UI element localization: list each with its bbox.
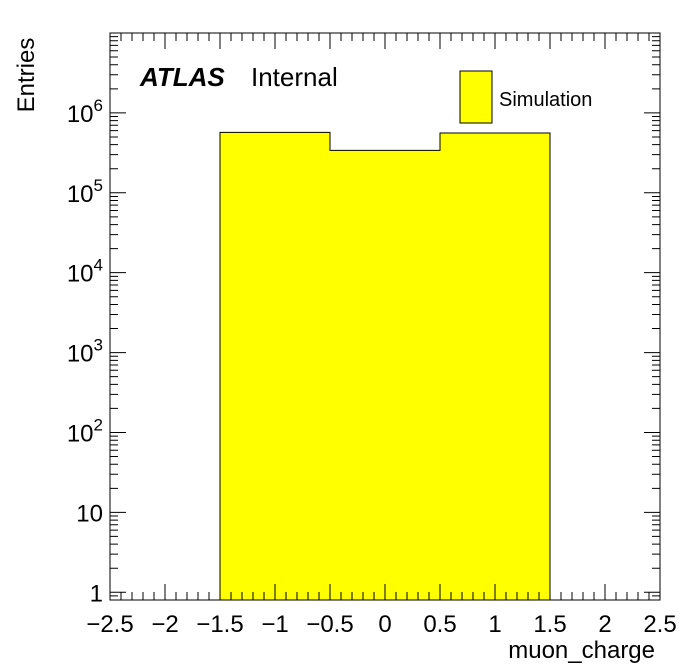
y-tick-label: 1	[90, 580, 103, 607]
axis-ticks	[109, 32, 661, 601]
atlas-label: ATLAS	[139, 62, 225, 92]
y-tick-label: 106	[67, 96, 103, 128]
y-tick-label: 102	[67, 415, 103, 447]
y-tick-labels: 1 10 102 103 104 105 106	[67, 96, 103, 607]
histogram-bars	[219, 131, 551, 600]
legend-label-simulation: Simulation	[499, 89, 592, 111]
x-tick-label: 2.5	[643, 611, 676, 638]
legend: Simulation	[452, 65, 592, 129]
histogram-bar-0	[220, 132, 330, 600]
x-tick-label: −1	[261, 611, 288, 638]
x-axis-title: muon_charge	[508, 637, 655, 664]
x-tick-label: 0.5	[423, 611, 456, 638]
x-tick-labels: −2.5 −2 −1.5 −1 −0.5 0 0.5 1 1.5 2 2.5	[86, 611, 676, 638]
internal-label: Internal	[251, 62, 338, 92]
y-tick-label: 10	[76, 500, 103, 527]
x-tick-label: 1.5	[533, 611, 566, 638]
x-tick-label: −1.5	[196, 611, 243, 638]
y-tick-label: 103	[67, 336, 103, 368]
x-tick-label: 2	[598, 611, 611, 638]
y-tick-label: 104	[67, 256, 103, 288]
histogram-bar-1	[330, 150, 440, 600]
x-tick-label: −2	[151, 611, 178, 638]
histogram-outline	[219, 131, 551, 600]
x-tick-label: 1	[488, 611, 501, 638]
x-tick-label: 0	[378, 611, 391, 638]
histogram-bar-2	[440, 133, 550, 600]
legend-swatch-simulation	[459, 70, 493, 124]
x-tick-label: −2.5	[86, 611, 133, 638]
tick-marks	[109, 32, 661, 601]
x-tick-label: −0.5	[306, 611, 353, 638]
y-tick-label: 105	[67, 176, 103, 208]
y-axis-title: Entries	[13, 38, 40, 113]
